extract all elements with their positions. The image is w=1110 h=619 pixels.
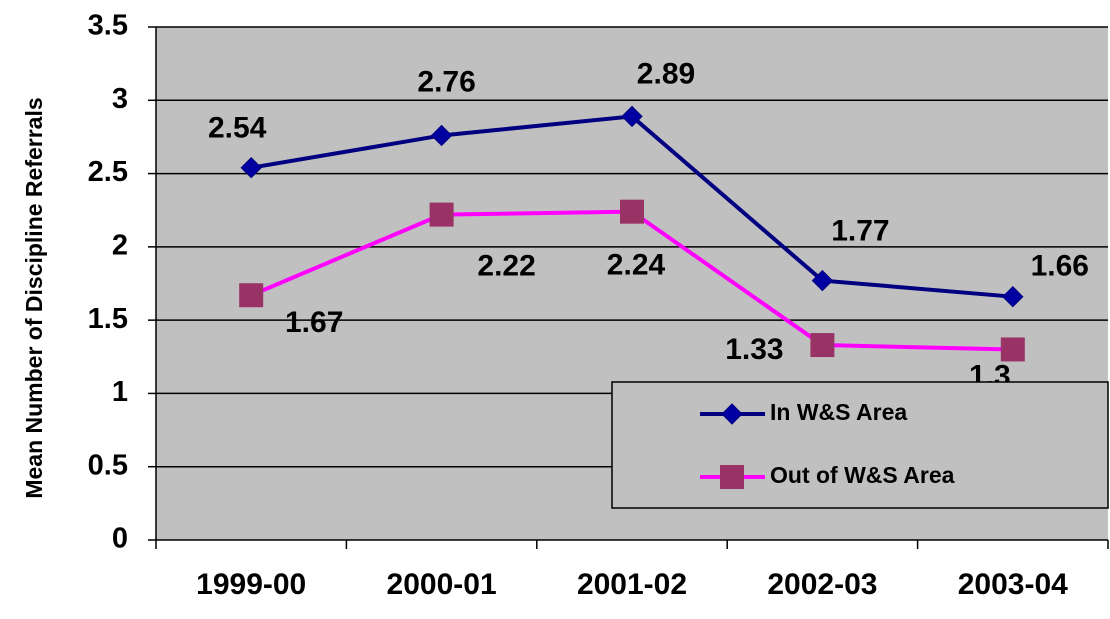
data-label: 1.33 bbox=[725, 333, 783, 366]
legend-box bbox=[611, 381, 1109, 509]
data-label: 1.77 bbox=[831, 214, 889, 247]
marker bbox=[239, 283, 264, 308]
marker bbox=[811, 269, 834, 292]
x-tick-label: 2003-04 bbox=[958, 568, 1068, 601]
marker bbox=[1002, 285, 1024, 308]
legend-label: In W&S Area bbox=[770, 399, 907, 425]
y-tick-label: 2 bbox=[112, 230, 128, 262]
marker bbox=[620, 199, 644, 224]
y-tick-label: 0 bbox=[112, 523, 128, 555]
x-tick-label: 2001-02 bbox=[577, 568, 687, 601]
marker bbox=[810, 333, 835, 358]
data-label: 2.22 bbox=[477, 250, 535, 283]
data-label: 2.24 bbox=[607, 249, 666, 282]
data-label: 2.89 bbox=[637, 57, 695, 90]
data-label: 1.67 bbox=[285, 306, 343, 339]
data-label: 2.54 bbox=[208, 112, 267, 145]
y-tick-label: 2.5 bbox=[88, 156, 128, 188]
data-label: 1.66 bbox=[1031, 250, 1089, 283]
marker bbox=[430, 124, 453, 147]
marker bbox=[429, 202, 454, 227]
marker bbox=[721, 403, 743, 425]
x-tick-label: 2002-03 bbox=[767, 568, 877, 601]
marker bbox=[621, 105, 643, 128]
y-tick-label: 3 bbox=[112, 83, 128, 115]
y-tick-label: 0.5 bbox=[88, 449, 128, 481]
data-label: 2.76 bbox=[417, 65, 475, 98]
y-tick-label: 3.5 bbox=[88, 10, 128, 42]
x-tick-label: 2000-01 bbox=[387, 568, 497, 601]
marker bbox=[1000, 337, 1025, 362]
y-tick-label: 1 bbox=[112, 376, 128, 408]
marker bbox=[240, 157, 262, 179]
x-tick-label: 1999-00 bbox=[196, 568, 306, 601]
legend-label: Out of W&S Area bbox=[770, 462, 955, 488]
marker bbox=[720, 465, 744, 489]
y-tick-label: 1.5 bbox=[88, 303, 128, 335]
y-axis-label: Mean Number of Discipline Referrals bbox=[21, 97, 47, 498]
